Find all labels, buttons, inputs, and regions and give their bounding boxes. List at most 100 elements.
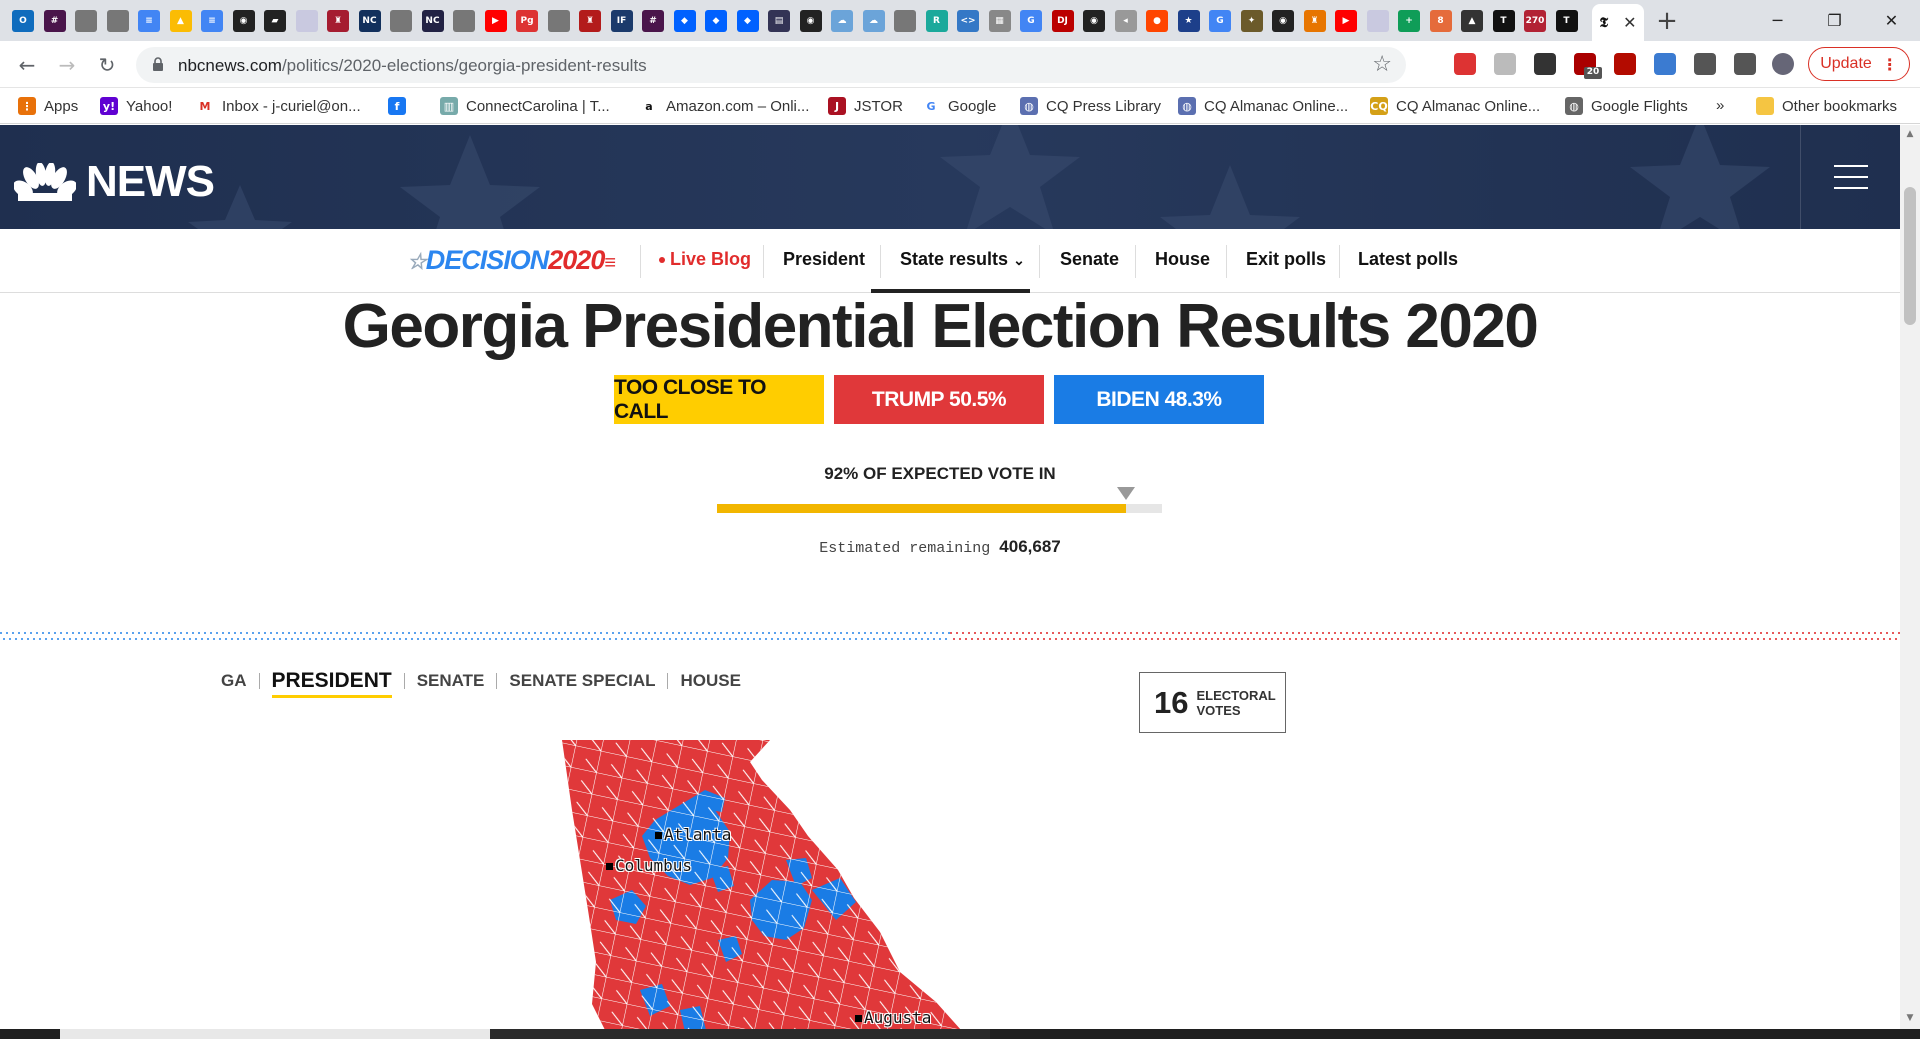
270-icon[interactable]: 270 [1524, 9, 1546, 32]
url-text[interactable]: nbcnews.com/politics/2020-elections/geor… [178, 56, 647, 75]
bookmark-13[interactable]: Other bookmarks [1756, 97, 1897, 115]
minimize-button[interactable]: ─ [1772, 11, 1783, 30]
georgia-county-map[interactable] [550, 740, 970, 1029]
race-tab-president[interactable]: PRESIDENT [260, 670, 405, 698]
nav-exit-polls[interactable]: Exit polls [1246, 249, 1327, 269]
address-bar[interactable]: nbcnews.com/politics/2020-elections/geor… [136, 47, 1406, 83]
drive-icon[interactable]: ▲ [169, 9, 192, 32]
nav-live-blog[interactable]: Live Blog [659, 249, 751, 270]
race-tab-senate-special[interactable]: SENATE SPECIAL [497, 672, 669, 689]
github-icon[interactable]: ◉ [799, 9, 822, 32]
star-badge-icon[interactable]: ★ [1177, 9, 1200, 32]
nav-latest-polls[interactable]: Latest polls [1358, 249, 1459, 269]
speaker-icon[interactable]: ◂ [1114, 9, 1137, 32]
scrollbar-thumb[interactable] [1904, 187, 1916, 325]
reload-button[interactable]: ↻ [98, 53, 116, 77]
puzzle-icon[interactable] [1694, 53, 1716, 75]
bookmark-11[interactable]: ◍ Google Flights [1565, 97, 1688, 115]
race-tab-senate[interactable]: SENATE [405, 672, 498, 689]
back-button[interactable]: ← [18, 53, 36, 77]
maximize-button[interactable]: ❐ [1827, 11, 1842, 30]
globe-icon[interactable] [390, 9, 412, 32]
slack-icon[interactable]: # [642, 9, 664, 32]
library-icon[interactable]: ▤ [768, 9, 790, 32]
flame-icon[interactable] [1534, 53, 1556, 75]
bookmark-10[interactable]: CQ CQ Almanac Online... [1370, 97, 1541, 115]
bookmark-2[interactable]: M Inbox - j-curiel@on... [196, 97, 361, 115]
avatar[interactable] [1772, 53, 1794, 75]
bookmark-0[interactable]: ⋮ Apps [18, 97, 78, 115]
active-tab[interactable]: 𝕿 ✕ [1592, 4, 1644, 41]
nav-senate[interactable]: Senate [1060, 249, 1120, 269]
youtube-icon[interactable]: ▶ [484, 9, 507, 32]
globe-icon[interactable] [453, 9, 475, 32]
decision-2020-logo[interactable]: ☆DECISION2020≡ [407, 245, 616, 275]
bookmark-1[interactable]: y! Yahoo! [100, 97, 172, 115]
pg-icon[interactable]: Pg [516, 9, 538, 32]
nyt-icon[interactable]: T [1555, 9, 1578, 32]
nav-president[interactable]: President [783, 249, 866, 269]
bookmark-6[interactable]: J JSTOR [828, 97, 903, 115]
cloud-icon[interactable]: ☁ [831, 9, 853, 32]
bookmark-5[interactable]: a Amazon.com – Onli... [640, 97, 809, 115]
cornell-icon[interactable]: ♜ [579, 9, 601, 32]
globe-icon[interactable] [75, 9, 97, 32]
bookmark-8[interactable]: ◍ CQ Press Library [1020, 97, 1161, 115]
new-tab-button[interactable]: + [1656, 6, 1678, 36]
bookmark-4[interactable]: ▥ ConnectCarolina | T... [440, 97, 610, 115]
code-icon[interactable]: <> [957, 9, 979, 32]
r-ext-icon[interactable] [1494, 53, 1516, 75]
seal-icon[interactable]: ✦ [1240, 9, 1263, 32]
update-button[interactable]: Update ⋮ [1808, 47, 1910, 81]
google-icon[interactable]: G [1209, 9, 1231, 32]
close-window-button[interactable]: ✕ [1884, 11, 1899, 30]
grid-icon[interactable] [295, 9, 318, 32]
nbc-icon[interactable]: ▲ [1461, 9, 1483, 32]
slack-icon[interactable]: # [43, 9, 66, 32]
playlist-icon[interactable] [1734, 53, 1756, 75]
youtube-icon[interactable]: ▶ [1335, 9, 1357, 32]
doj-icon[interactable]: DJ [1051, 9, 1074, 32]
reddit-icon[interactable]: ● [1146, 9, 1168, 32]
plus-green-icon[interactable]: + [1398, 9, 1420, 32]
globe-icon[interactable] [547, 9, 570, 32]
bookmark-9[interactable]: ◍ CQ Almanac Online... [1178, 97, 1348, 115]
globe-icon[interactable] [106, 9, 129, 32]
github-icon[interactable]: ◉ [1272, 9, 1294, 32]
more-menu-icon[interactable]: ⋮ [1881, 54, 1898, 74]
close-tab-icon[interactable]: ✕ [1623, 13, 1637, 32]
r-icon[interactable]: R [925, 9, 948, 32]
docs-icon[interactable]: ≡ [138, 9, 160, 32]
dropbox-icon[interactable]: ◆ [673, 9, 696, 32]
google-icon[interactable]: G [1020, 9, 1042, 32]
forward-button[interactable]: → [58, 53, 76, 77]
chart-icon[interactable]: ▦ [988, 9, 1011, 32]
dropbox-icon[interactable]: ◆ [705, 9, 727, 32]
bookmark-12[interactable]: » [1716, 97, 1725, 114]
ifes-icon[interactable]: IF [610, 9, 633, 32]
nyt-icon[interactable]: T [1492, 9, 1515, 32]
nc-icon[interactable]: NC [421, 9, 444, 32]
bookmark-star-icon[interactable]: ☆ [1372, 52, 1392, 77]
pdf-icon[interactable] [1614, 53, 1636, 75]
nav-house[interactable]: House [1155, 249, 1211, 269]
hamburger-menu-icon[interactable] [1800, 125, 1900, 229]
cloud-icon[interactable]: ☁ [862, 9, 885, 32]
tool-icon[interactable] [1654, 53, 1676, 75]
globe-icon[interactable] [894, 9, 916, 32]
grid-icon[interactable] [1366, 9, 1389, 32]
bookmark-3[interactable]: f [388, 97, 406, 115]
github-icon[interactable]: ◉ [232, 9, 255, 32]
nc-icon[interactable]: NC [358, 9, 381, 32]
calendar-icon[interactable] [1454, 53, 1476, 75]
race-tab-ga[interactable]: GA [221, 672, 260, 689]
dropbox-icon[interactable]: ◆ [736, 9, 759, 32]
bookmark-7[interactable]: G Google [922, 97, 996, 115]
github-icon[interactable]: ◉ [1083, 9, 1105, 32]
princeton-icon[interactable]: ♜ [1303, 9, 1326, 32]
harvard-icon[interactable]: ♜ [327, 9, 349, 32]
outlook-icon[interactable]: O [12, 9, 34, 32]
nav-state-results[interactable]: State results ⌄ [900, 249, 1025, 269]
nbc-news-logo[interactable]: NEWS [14, 157, 215, 207]
race-tab-house[interactable]: HOUSE [680, 671, 741, 690]
